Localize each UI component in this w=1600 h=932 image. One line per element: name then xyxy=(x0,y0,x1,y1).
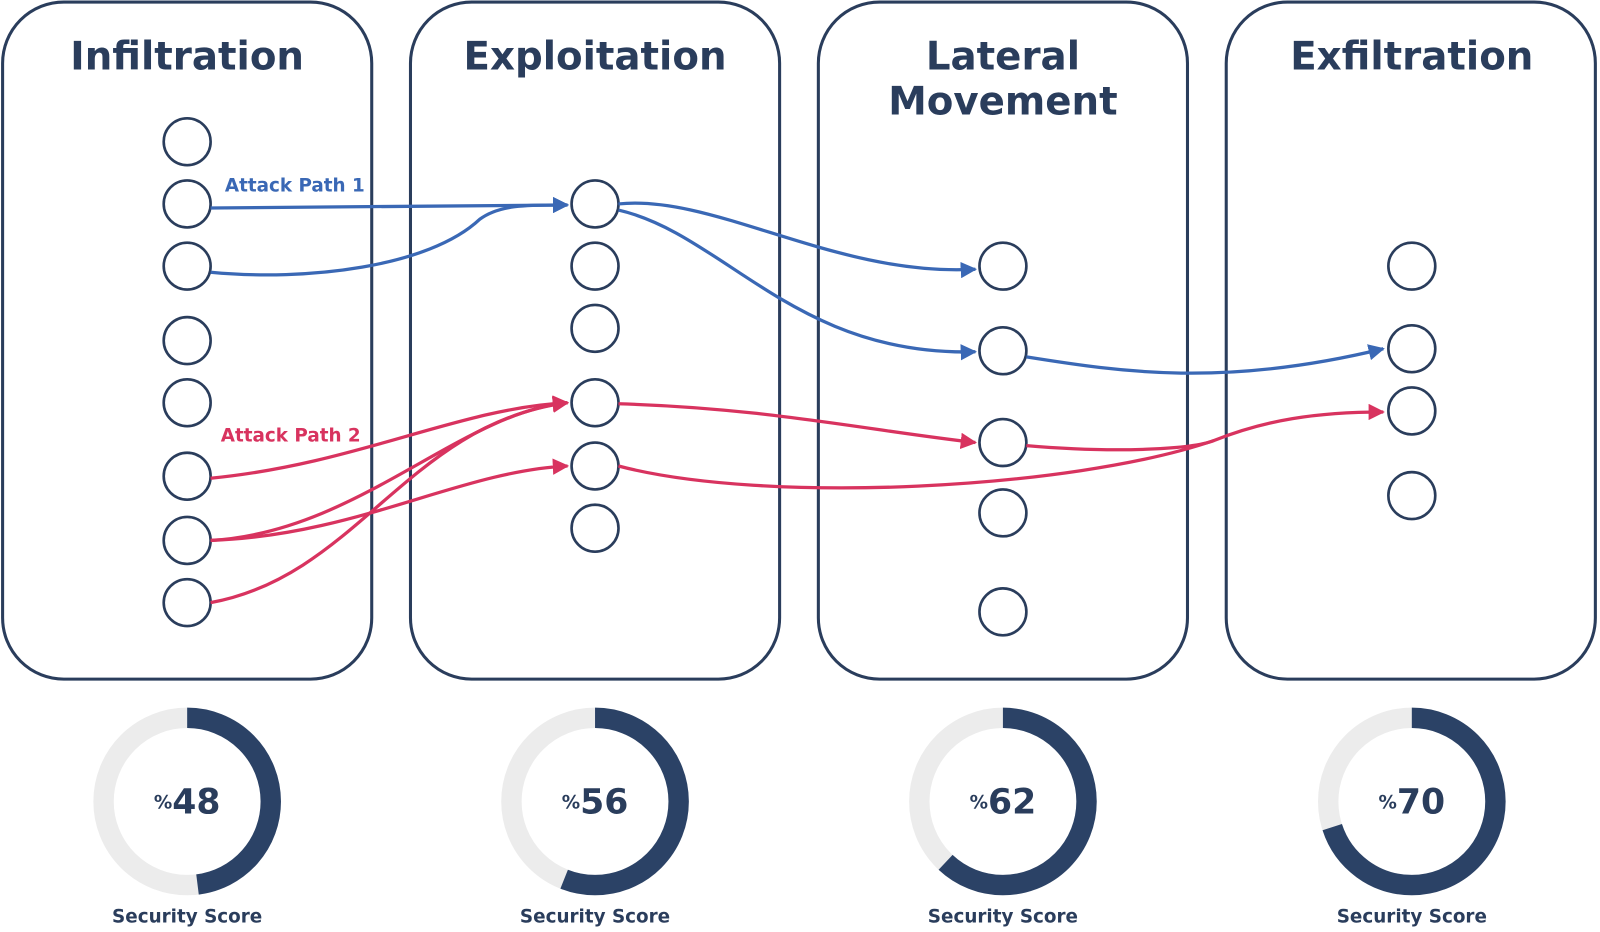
stage-title: Exfiltration xyxy=(1290,35,1533,80)
stage-title: Lateral xyxy=(926,35,1080,80)
path-edge xyxy=(1026,344,1385,375)
node xyxy=(162,451,212,501)
node xyxy=(162,515,212,566)
gauge-value: %62 xyxy=(970,783,1037,823)
score-unit: % xyxy=(562,793,580,814)
path-label: Attack Path 2 xyxy=(221,425,361,446)
node xyxy=(570,303,620,354)
stage-title: Exploitation xyxy=(464,35,727,80)
score-value: 48 xyxy=(172,783,220,823)
node xyxy=(978,417,1028,468)
node xyxy=(162,179,212,229)
score-value: 70 xyxy=(1397,783,1445,823)
gauge-arc xyxy=(909,707,1097,896)
gauge-arc xyxy=(93,707,281,896)
path-label: Attack Path 1 xyxy=(225,176,365,197)
node xyxy=(570,378,620,428)
node xyxy=(978,488,1028,538)
path-edge xyxy=(618,208,978,361)
stage-title: Movement xyxy=(888,80,1117,125)
path-edge xyxy=(210,396,570,605)
score-unit: % xyxy=(970,793,988,814)
gauge-value: %70 xyxy=(1379,783,1446,823)
node xyxy=(1387,323,1437,374)
gauge-arc xyxy=(1318,707,1506,896)
score-caption: Security Score xyxy=(520,907,670,928)
node xyxy=(162,378,212,428)
path-edge xyxy=(210,196,570,277)
attack-paths: Attack Path 1 Attack Path 2 xyxy=(210,176,1385,605)
gauge-value: %48 xyxy=(154,783,221,823)
node xyxy=(1387,241,1437,291)
node xyxy=(570,441,620,491)
path-edge xyxy=(618,402,978,449)
node xyxy=(570,503,620,553)
node xyxy=(978,325,1028,376)
node xyxy=(978,241,1028,291)
score-caption: Security Score xyxy=(1337,907,1487,928)
node xyxy=(570,179,620,229)
path-edge xyxy=(618,403,1385,490)
node xyxy=(162,577,212,628)
node xyxy=(162,315,212,366)
node xyxy=(570,241,620,291)
node xyxy=(978,587,1028,637)
path-edge xyxy=(210,458,570,543)
score-caption: Security Score xyxy=(928,907,1078,928)
node xyxy=(162,116,212,167)
gauge-arc xyxy=(501,707,689,896)
node xyxy=(162,241,212,291)
score-unit: % xyxy=(1379,793,1397,814)
score-unit: % xyxy=(154,793,172,814)
score-caption: Security Score xyxy=(112,907,262,928)
path-edge xyxy=(210,196,570,214)
path-edge xyxy=(618,201,978,279)
score-value: 62 xyxy=(988,783,1036,823)
stage-title: Infiltration xyxy=(70,35,304,80)
node xyxy=(1387,386,1437,436)
path-edge xyxy=(210,395,570,480)
gauge-value: %56 xyxy=(562,783,629,823)
node xyxy=(1387,470,1437,521)
score-value: 56 xyxy=(580,783,628,823)
